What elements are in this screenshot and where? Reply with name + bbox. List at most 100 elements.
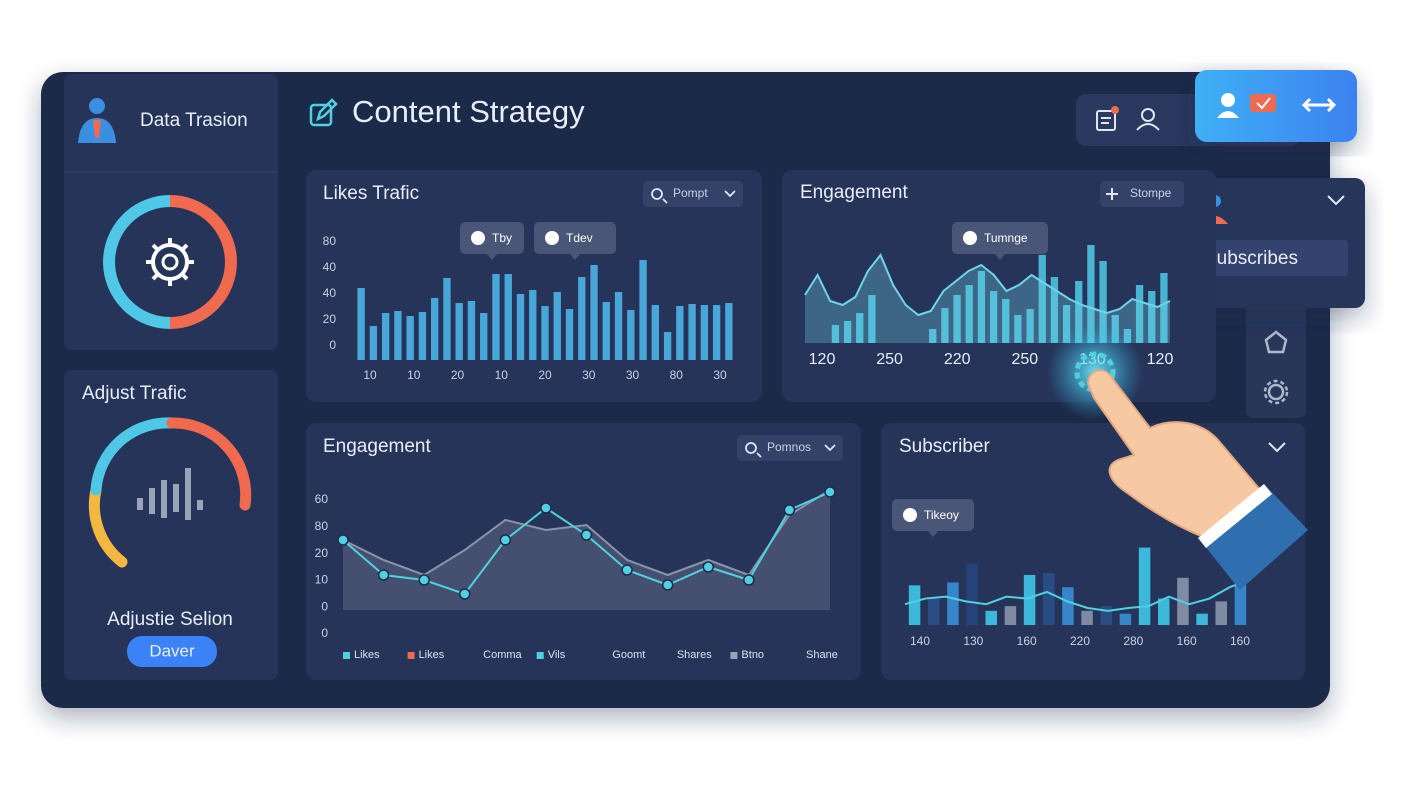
- bar: [614, 292, 623, 360]
- marker: [621, 564, 633, 576]
- action-icons[interactable]: [1217, 93, 1337, 118]
- legend-swatch: [536, 652, 544, 659]
- bar: [941, 308, 949, 343]
- x-axis-label: 10: [495, 368, 509, 382]
- dropdown-label: Pompt: [673, 186, 708, 200]
- marker: [418, 574, 430, 586]
- bar: [565, 309, 574, 360]
- bar: [394, 311, 402, 360]
- bar: [651, 305, 659, 360]
- x-axis-label: 250: [876, 351, 903, 368]
- x-axis-label: 120: [809, 351, 836, 368]
- bar: [1043, 573, 1055, 625]
- tooltip: [952, 222, 1048, 254]
- bar: [639, 260, 647, 360]
- toolbar-icons[interactable]: [1096, 106, 1160, 131]
- legend-swatch: [343, 652, 350, 659]
- plus-icon: [1106, 188, 1118, 200]
- search-icon: [745, 442, 762, 458]
- brand-name: Data Trasion: [140, 110, 248, 131]
- y-axis-label: 0: [321, 626, 328, 640]
- bar: [868, 295, 876, 343]
- bar: [529, 290, 537, 360]
- bar: [1215, 601, 1227, 625]
- bar: [1234, 558, 1247, 625]
- y-axis-label: 40: [323, 286, 337, 300]
- y-axis-label: 60: [315, 492, 329, 506]
- x-axis-label: 30: [582, 368, 596, 382]
- bar: [443, 278, 451, 360]
- popup-item[interactable]: [1195, 240, 1348, 276]
- x-axis-label: 20: [451, 368, 465, 382]
- x-axis-label: 30: [626, 368, 640, 382]
- bar: [1014, 315, 1022, 343]
- bar: [418, 312, 427, 360]
- side-icons[interactable]: [1263, 330, 1289, 405]
- legend-label: Goomt: [612, 649, 645, 661]
- x-axis-label: 220: [1070, 634, 1090, 648]
- bar: [504, 274, 512, 360]
- x-axis-label: 250: [1011, 351, 1038, 368]
- bar: [369, 326, 378, 360]
- bar: [627, 310, 635, 360]
- bar: [516, 294, 525, 360]
- bar: [1123, 329, 1132, 343]
- bar: [843, 321, 852, 343]
- y-axis-label: 0: [321, 599, 328, 613]
- bar: [1158, 598, 1170, 625]
- legend-swatch: [730, 652, 738, 659]
- bar: [985, 610, 997, 625]
- tooltip: [892, 499, 974, 531]
- dropdown-label: Stompe: [1130, 186, 1172, 200]
- bar: [700, 305, 709, 360]
- bar: [1135, 285, 1144, 343]
- chevron: [824, 444, 836, 452]
- bar: [929, 329, 937, 343]
- search-icon: [651, 188, 668, 204]
- dropdown[interactable]: [1100, 181, 1184, 207]
- chevron[interactable]: [1327, 195, 1345, 206]
- y-axis-label: 10: [315, 573, 329, 587]
- legend-label: Likes: [354, 649, 380, 661]
- button[interactable]: [127, 636, 217, 667]
- bar: [1196, 613, 1208, 625]
- side-strip: [1246, 300, 1306, 418]
- tooltip-pointer: [995, 254, 1005, 260]
- bar: [578, 277, 586, 360]
- bar: [965, 285, 973, 343]
- bar: [1100, 606, 1112, 625]
- bar: [1050, 277, 1059, 343]
- legend-label: Btno: [741, 649, 764, 661]
- bar: [676, 306, 684, 360]
- x-axis-label: 120: [1147, 351, 1174, 368]
- bar: [590, 265, 598, 360]
- bar: [966, 563, 978, 625]
- bar: [1038, 255, 1046, 343]
- marker: [702, 561, 714, 573]
- y-axis-label: 20: [323, 312, 337, 326]
- dropdown-label: Pomnos: [767, 440, 811, 454]
- bar: [1081, 610, 1093, 625]
- bar: [357, 288, 365, 360]
- tooltip-label: Tdev: [566, 231, 593, 245]
- line: [804, 253, 1171, 317]
- legend-label: Comma: [483, 649, 522, 661]
- bar: [725, 303, 733, 360]
- x-axis-label: 20: [538, 368, 552, 382]
- dropdown[interactable]: [643, 181, 743, 207]
- dropdown[interactable]: [737, 435, 843, 461]
- marker: [377, 569, 390, 581]
- marker: [499, 534, 512, 546]
- marker: [661, 579, 674, 591]
- bar: [1002, 299, 1010, 343]
- bar: [688, 304, 696, 360]
- x-axis-label: 220: [944, 351, 971, 368]
- bar: [541, 306, 549, 360]
- popup-label[interactable]: Subscribes: [1204, 248, 1298, 269]
- x-axis-label: 10: [363, 368, 377, 382]
- tooltip-icon: [471, 231, 485, 245]
- panel-subtitle: Adjustie Selion: [107, 609, 233, 630]
- legend-swatch: [407, 652, 415, 659]
- button-label[interactable]: Daver: [149, 641, 195, 660]
